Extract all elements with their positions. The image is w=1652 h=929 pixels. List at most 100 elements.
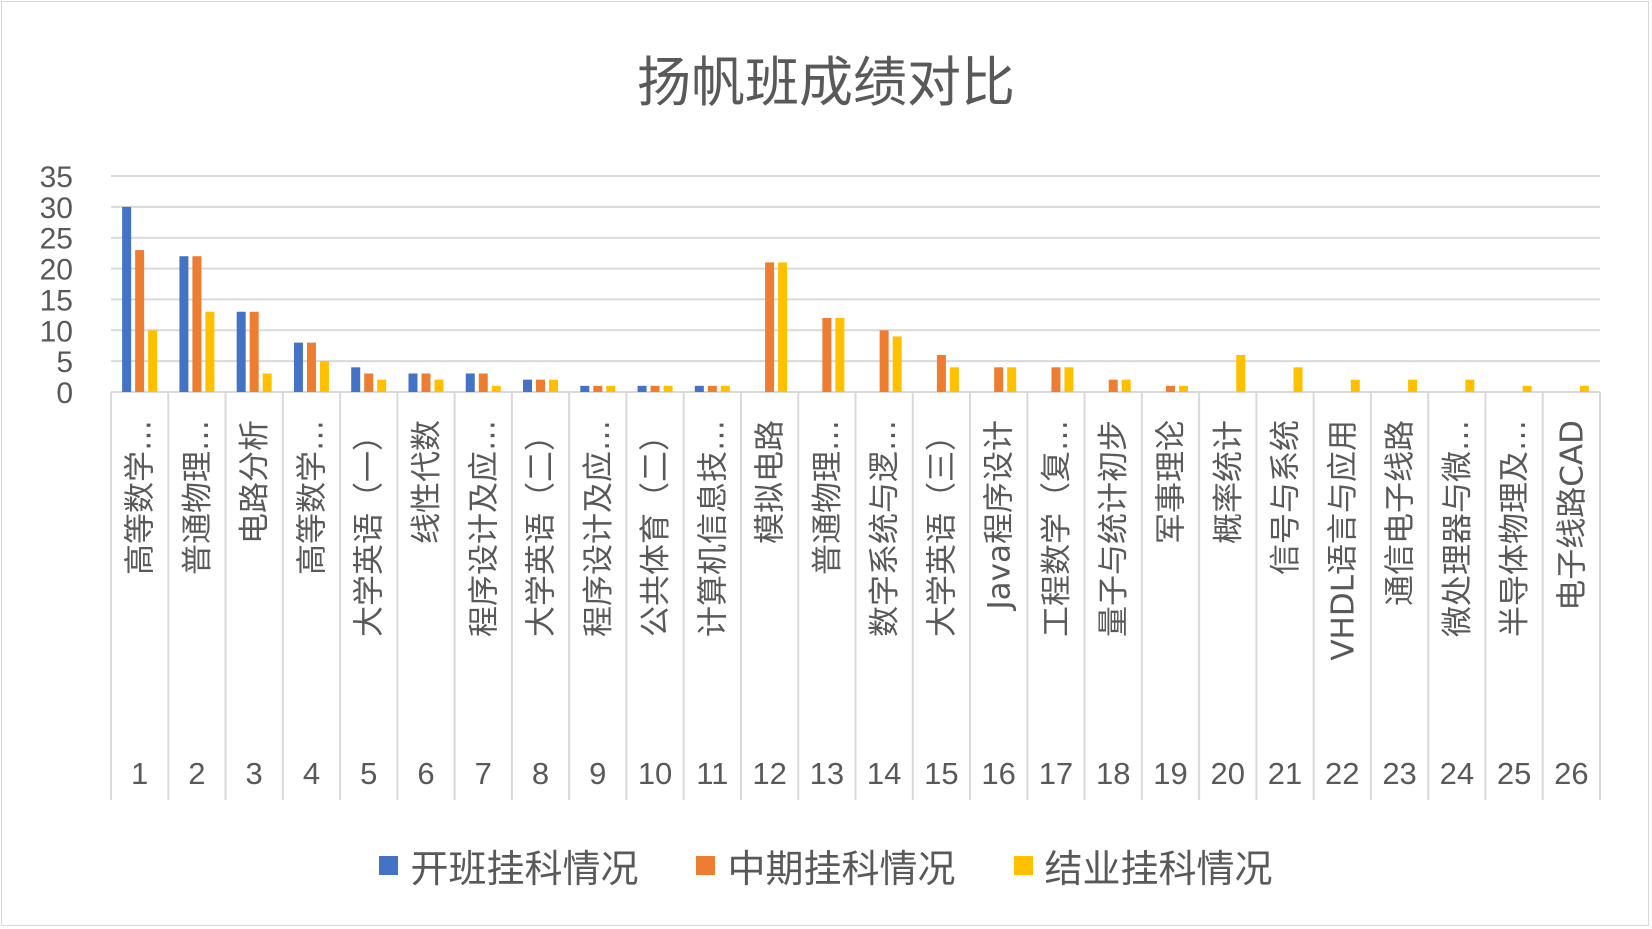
- x-category-label: 电子线路CAD: [1554, 420, 1590, 611]
- bar-series3-cat25: [1522, 385, 1532, 392]
- legend-swatch: [379, 856, 399, 875]
- x-category-label: 程序设计及应…: [581, 420, 617, 637]
- x-category-label: 公共体育（二）: [638, 420, 674, 637]
- x-category-index: 12: [752, 756, 786, 791]
- bar-series3-cat18: [1121, 379, 1131, 392]
- bar-series3-cat20: [1236, 354, 1246, 392]
- bar-series2-cat13: [822, 317, 832, 392]
- bar-series1-cat1: [122, 206, 132, 392]
- bar-series1-cat7: [465, 373, 475, 392]
- x-category-label: 程序设计及应…: [466, 420, 502, 637]
- x-category-index: 24: [1440, 756, 1474, 791]
- x-category-label: 半导体物理及…: [1497, 420, 1533, 637]
- bar-series3-cat23: [1408, 379, 1418, 392]
- x-category-label: Java程序设计: [982, 420, 1018, 611]
- x-axis-labels: 高等数学… 1 普通物理… 2 电路分析 3 高等数学… 4 大学英语（一） 5 线性代数 6 程序设计…: [123, 420, 1591, 791]
- x-category-label: 线性代数: [409, 420, 445, 544]
- legend-label: 开班挂科情况: [410, 847, 639, 891]
- x-category-index: 20: [1211, 756, 1245, 791]
- bar-series1-cat6: [408, 373, 418, 392]
- y-tick-label: 15: [40, 284, 73, 317]
- x-category-index: 5: [360, 756, 377, 791]
- legend-swatch: [696, 856, 716, 875]
- bar-series3-cat21: [1293, 367, 1303, 392]
- x-category-index: 1: [131, 756, 148, 791]
- bar-series3-cat3: [262, 373, 272, 392]
- bar-series1-cat9: [580, 385, 590, 392]
- bar-series3-cat10: [663, 385, 673, 392]
- x-category-label: 概率统计: [1211, 420, 1247, 544]
- x-category-index: 8: [532, 756, 549, 791]
- y-tick-label: 25: [40, 223, 73, 256]
- bar-series2-cat12: [765, 262, 775, 392]
- bar-series3-cat22: [1350, 379, 1360, 392]
- x-category-label: 通信电子线路: [1383, 420, 1419, 606]
- bar-series1-cat4: [293, 342, 303, 392]
- bar-series3-cat5: [377, 379, 387, 392]
- x-category-index: 3: [246, 756, 263, 791]
- bar-series2-cat11: [707, 385, 717, 392]
- bar-series2-cat19: [1165, 385, 1175, 392]
- x-category-index: 16: [981, 756, 1015, 791]
- bar-series2-cat14: [879, 330, 889, 392]
- x-category-index: 21: [1268, 756, 1302, 791]
- bar-series2-cat3: [249, 311, 259, 392]
- x-category-index: 25: [1497, 756, 1531, 791]
- x-category-index: 2: [188, 756, 205, 791]
- bar-series2-cat17: [1051, 367, 1061, 392]
- bar-series2-cat5: [364, 373, 374, 392]
- bar-series3-cat26: [1579, 385, 1589, 392]
- bar-series3-cat8: [549, 379, 559, 392]
- bar-series2-cat1: [135, 250, 145, 392]
- x-category-label: 普通物理…: [810, 420, 846, 575]
- y-tick-label: 0: [56, 377, 73, 410]
- legend-label: 结业挂科情况: [1044, 847, 1273, 891]
- legend-item-3: 结业挂科情况: [1013, 838, 1273, 893]
- bar-series3-cat6: [434, 379, 444, 392]
- bar-series3-cat7: [491, 385, 501, 392]
- bar-series3-cat12: [778, 262, 788, 392]
- legend-item-2: 中期挂科情况: [696, 838, 956, 893]
- bars: [122, 206, 1589, 392]
- x-category-label: 高等数学…: [123, 420, 159, 575]
- x-category-index: 11: [696, 756, 728, 791]
- x-category-index: 22: [1325, 756, 1359, 791]
- y-tick-label: 35: [40, 161, 73, 194]
- legend: 开班挂科情况 中期挂科情况 结业挂科情况: [0, 838, 1652, 893]
- bar-series1-cat2: [179, 256, 189, 392]
- bar-series2-cat8: [536, 379, 546, 392]
- bar-series3-cat2: [205, 311, 215, 392]
- bar-series2-cat16: [994, 367, 1004, 392]
- legend-swatch: [1013, 856, 1033, 875]
- y-tick-label: 30: [40, 192, 73, 225]
- bar-series1-cat11: [694, 385, 704, 392]
- x-category-label: 高等数学…: [294, 420, 330, 575]
- x-category-index: 23: [1382, 756, 1416, 791]
- bar-series2-cat10: [650, 385, 660, 392]
- x-category-index: 26: [1554, 756, 1588, 791]
- x-category-label: 数字系统与逻…: [867, 420, 903, 637]
- x-category-label: 大学英语（一）: [352, 420, 388, 637]
- bar-series3-cat4: [319, 361, 329, 392]
- x-category-label: 大学英语（三）: [924, 420, 960, 637]
- bar-series3-cat17: [1064, 367, 1074, 392]
- x-category-label: 计算机信息技…: [695, 420, 731, 637]
- bar-series2-cat4: [306, 342, 316, 392]
- bar-series3-cat14: [892, 336, 902, 392]
- y-tick-label: 10: [40, 315, 73, 348]
- x-category-label: VHDL语言与应用: [1325, 420, 1361, 661]
- x-category-index: 10: [638, 756, 672, 791]
- bar-series2-cat18: [1108, 379, 1118, 392]
- x-category-index: 4: [303, 756, 320, 791]
- bar-series3-cat16: [1007, 367, 1017, 392]
- x-category-label: 大学英语（二）: [524, 420, 560, 637]
- bar-series3-cat9: [606, 385, 616, 392]
- bar-series1-cat5: [351, 367, 361, 392]
- bar-series2-cat15: [936, 354, 946, 392]
- x-category-index: 14: [867, 756, 901, 791]
- bar-series2-cat6: [421, 373, 431, 392]
- x-category-label: 量子与统计初步: [1096, 420, 1132, 637]
- bar-series3-cat19: [1178, 385, 1188, 392]
- y-tick-label: 5: [56, 346, 73, 379]
- legend-item-1: 开班挂科情况: [379, 838, 638, 893]
